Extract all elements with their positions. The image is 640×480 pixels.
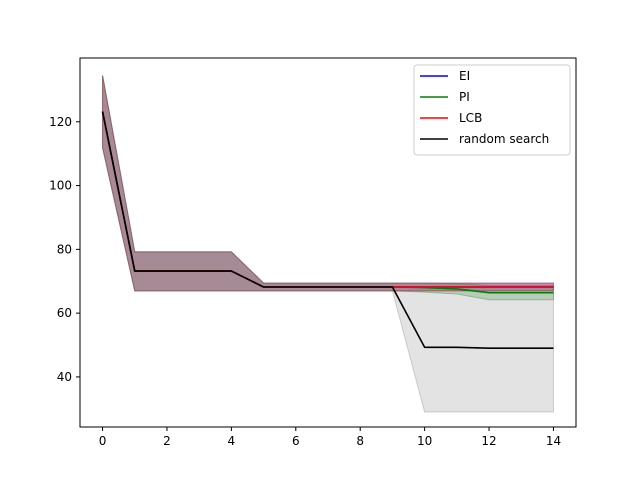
y-tick-label-1: 60: [57, 306, 72, 320]
x-tick-label-6: 12: [481, 434, 496, 448]
band-series-3: [102, 75, 554, 413]
x-tick-label-0: 0: [99, 434, 107, 448]
y-tick-label-3: 100: [49, 179, 72, 193]
legend-label-2: LCB: [459, 111, 482, 125]
x-tick-label-4: 8: [356, 434, 364, 448]
band-series-1: [102, 75, 554, 301]
plot-frame: [79, 57, 577, 428]
x-tick-label-1: 2: [163, 434, 171, 448]
band-series-0: [102, 75, 554, 292]
y-axis: 40 60 80 100 120: [49, 115, 80, 384]
legend-label-3: random search: [459, 132, 549, 146]
y-tick-label-0: 40: [57, 370, 72, 384]
y-tick-label-4: 120: [49, 115, 72, 129]
legend: EI PI LCB random search: [413, 64, 571, 156]
legend-box: [413, 64, 571, 156]
x-tick-label-7: 14: [546, 434, 561, 448]
x-tick-label-2: 4: [228, 434, 236, 448]
legend-label-0: EI: [459, 69, 470, 83]
band-series-2: [102, 75, 554, 292]
y-tick-label-2: 80: [57, 242, 72, 256]
line-series-3: [101, 111, 554, 350]
series-lines: [101, 111, 554, 350]
x-tick-label-5: 10: [417, 434, 432, 448]
x-tick-label-3: 6: [292, 434, 300, 448]
legend-label-1: PI: [459, 90, 470, 104]
confidence-bands: [102, 75, 554, 413]
x-axis: 0 2 4 6 8 10 12 14: [99, 427, 561, 448]
